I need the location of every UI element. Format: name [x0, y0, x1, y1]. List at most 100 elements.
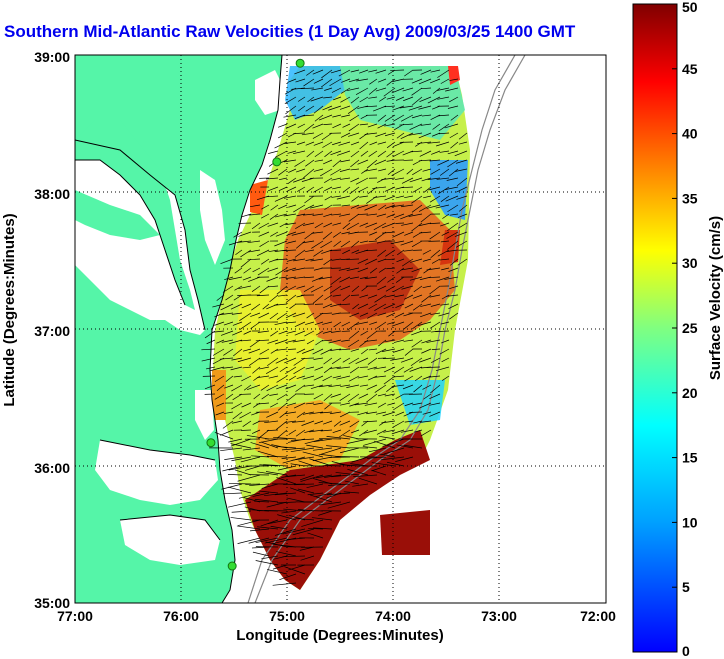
velocity-arrow — [216, 294, 225, 301]
velocity-arrow — [270, 348, 279, 354]
velocity-arrow — [300, 555, 315, 561]
velocity-arrow — [436, 177, 450, 180]
velocity-arrow — [294, 249, 306, 258]
velocity-arrow — [284, 285, 297, 293]
velocity-arrow — [332, 231, 342, 238]
velocity-arrow — [448, 267, 459, 272]
velocity-arrow — [440, 78, 450, 84]
velocity-arrow — [260, 384, 270, 391]
velocity-arrow — [305, 159, 315, 167]
velocity-arrow — [366, 393, 378, 403]
velocity-arrow — [281, 510, 297, 514]
velocity-arrow — [408, 105, 423, 111]
velocity-arrow — [450, 141, 459, 149]
velocity-arrow — [275, 231, 288, 237]
velocity-arrow — [411, 330, 423, 336]
velocity-arrow — [400, 204, 414, 208]
velocity-arrow — [328, 105, 342, 111]
velocity-arrow — [261, 555, 279, 560]
velocity-arrow — [422, 285, 432, 289]
velocity-arrow — [395, 411, 405, 417]
velocity-arrow — [266, 177, 279, 180]
velocity-arrow — [368, 96, 378, 99]
velocity-arrow — [328, 384, 342, 388]
radar-stations — [206, 58, 305, 571]
velocity-arrow — [374, 384, 387, 393]
velocity-arrow — [376, 321, 387, 329]
velocity-arrow — [404, 420, 414, 423]
velocity-arrow — [303, 168, 315, 179]
velocity-arrow — [305, 321, 315, 325]
velocity-arrow — [347, 468, 369, 476]
velocity-arrow — [322, 141, 333, 148]
velocity-arrow — [448, 96, 459, 103]
velocity-arrow — [444, 186, 459, 190]
velocity-arrow — [366, 411, 378, 415]
velocity-arrow — [350, 276, 360, 279]
velocity-arrow — [447, 204, 459, 213]
velocity-arrow — [369, 321, 378, 325]
velocity-arrow — [378, 339, 387, 347]
velocity-arrow — [357, 159, 369, 165]
velocity-arrow — [340, 303, 351, 306]
velocity-arrow — [223, 348, 234, 356]
velocity-arrow — [322, 420, 333, 425]
velocity-arrow — [234, 285, 243, 291]
velocity-arrow — [249, 528, 270, 532]
velocity-arrow — [399, 123, 414, 126]
velocity-arrow — [447, 105, 459, 109]
velocity-arrow — [234, 267, 243, 274]
velocity-arrow — [410, 258, 423, 263]
velocity-arrow — [353, 474, 378, 477]
velocity-arrow — [270, 204, 279, 211]
velocity-arrow — [342, 222, 351, 230]
velocity-arrow — [384, 393, 396, 397]
velocity-arrow — [455, 240, 468, 248]
velocity-arrow — [426, 339, 441, 343]
velocity-arrow — [277, 294, 288, 297]
velocity-arrow — [282, 555, 306, 558]
velocity-arrow — [312, 132, 324, 139]
velocity-arrow — [366, 213, 378, 216]
velocity-arrow — [420, 312, 432, 318]
velocity-arrow — [321, 132, 333, 141]
velocity-arrow — [412, 303, 423, 311]
velocity-arrow — [237, 474, 261, 482]
velocity-arrow — [413, 384, 423, 393]
velocity-arrow — [310, 384, 324, 390]
velocity-arrow — [286, 497, 306, 503]
velocity-arrow — [252, 267, 261, 273]
velocity-arrow — [359, 312, 369, 317]
velocity-arrow — [428, 276, 441, 278]
velocity-arrow — [348, 78, 360, 83]
velocity-arrow — [421, 294, 432, 303]
velocity-arrow — [279, 573, 297, 581]
velocity-arrow — [293, 276, 306, 279]
velocity-arrow — [240, 339, 252, 342]
velocity-arrow — [450, 114, 459, 121]
velocity-arrow — [282, 249, 297, 252]
velocity-arrow — [259, 285, 270, 294]
velocity-arrow — [313, 249, 324, 257]
velocity-arrow — [395, 276, 405, 283]
velocity-arrow — [331, 87, 342, 93]
velocity-arrow — [251, 285, 261, 292]
velocity-arrow — [267, 222, 279, 227]
velocity-arrow — [420, 429, 432, 437]
velocity-arrow — [323, 366, 333, 374]
velocity-arrow — [307, 492, 324, 496]
velocity-arrow — [277, 501, 297, 504]
velocity-arrow — [273, 436, 297, 440]
velocity-arrow — [348, 357, 360, 365]
velocity-arrow — [439, 348, 450, 355]
velocity-arrow — [377, 249, 387, 257]
velocity-arrow — [440, 195, 450, 202]
velocity-arrow — [247, 249, 261, 253]
velocity-arrow — [274, 492, 297, 496]
velocity-arrow — [350, 348, 360, 352]
velocity-arrow — [313, 105, 324, 114]
velocity-arrow — [235, 249, 243, 256]
velocity-arrow — [359, 222, 369, 227]
velocity-arrow — [277, 465, 297, 471]
